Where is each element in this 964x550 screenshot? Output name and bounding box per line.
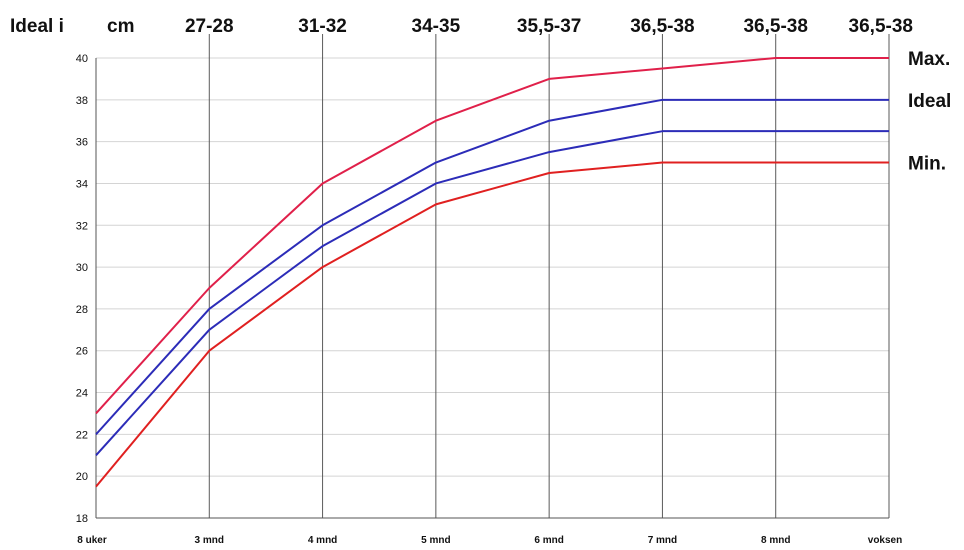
vertical-gridlines [208,34,890,518]
ideal-range-label: 36,5-38 [849,16,913,37]
x-tick-label: 5 mnd [421,535,450,546]
x-tick-labels: 8 uker 3 mnd 4 mnd 5 mnd 6 mnd 7 mnd 8 mnd voks… [77,535,902,546]
series-label: Min. [908,154,946,175]
ideal-range-label: 36,5-38 [630,16,694,37]
ideal-range-label: 31-32 [298,16,347,37]
series-labels: Max. Ideal Min. [908,49,951,175]
y-tick-label: 20 [76,471,88,483]
x-tick-label: 6 mnd [534,535,563,546]
y-tick-label: 22 [76,429,88,441]
ideal-range-labels: 27-28 31-32 34-35 35,5-37 36,5-38 36,5-38 36,5… [185,16,913,37]
x-tick-label: voksen [868,535,902,546]
y-tick-label: 30 [76,262,88,274]
ideal-range-label: 27-28 [185,16,234,37]
x-tick-label: 8 uker [77,535,107,546]
x-tick-label: 8 mnd [761,535,790,546]
series-line [95,130,889,456]
y-tick-label: 26 [76,346,88,358]
ideal-range-label: 34-35 [412,16,461,37]
y-tick-label: 32 [76,220,88,232]
x-tick-label: 3 mnd [195,535,224,546]
y-tick-label: 38 [76,95,88,107]
header-unit: cm [107,16,134,37]
y-tick-label: 18 [76,513,88,525]
x-tick-label: 7 mnd [648,535,677,546]
series-lines [95,57,889,488]
series-line [95,161,889,488]
y-tick-label: 28 [76,304,88,316]
series-label: Ideal [908,91,951,112]
ideal-range-label: 36,5-38 [743,16,807,37]
y-tick-label: 24 [76,388,88,400]
y-tick-labels: 18 20 22 24 26 28 30 32 34 36 38 40 [76,53,88,525]
y-tick-label: 34 [76,178,88,190]
header-title: Ideal i [10,16,64,37]
horizontal-gridlines [96,57,889,477]
x-tick-label: 4 mnd [308,535,337,546]
ideal-range-label: 35,5-37 [517,16,581,37]
series-label: Max. [908,49,950,70]
series-line [95,98,889,436]
y-tick-label: 40 [76,53,88,65]
series-line [95,57,889,415]
y-tick-label: 36 [76,137,88,149]
